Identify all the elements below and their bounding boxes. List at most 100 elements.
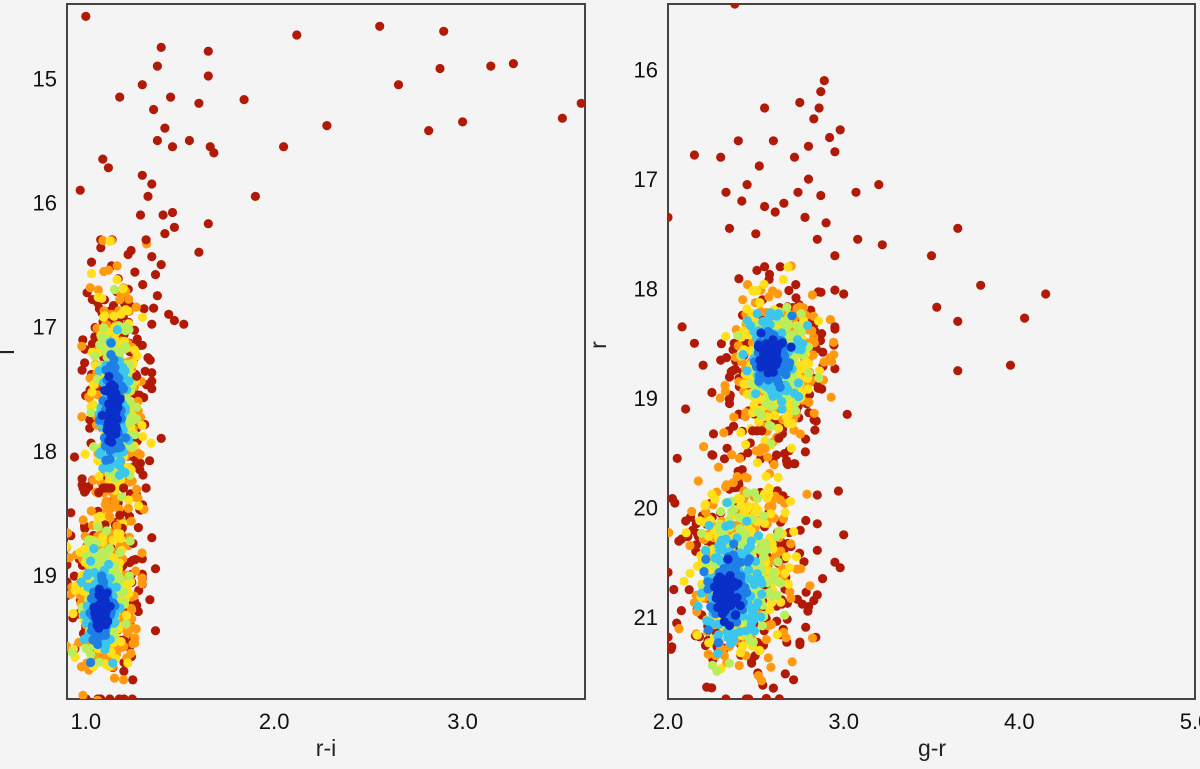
- density-point: [810, 425, 820, 435]
- scatter-point: [698, 360, 708, 370]
- x-tick-label: 3.0: [828, 709, 859, 734]
- density-point: [757, 410, 767, 420]
- density-point: [699, 442, 709, 452]
- density-point: [137, 312, 148, 322]
- density-point: [668, 494, 677, 504]
- density-point: [121, 619, 131, 629]
- density-point: [791, 280, 801, 290]
- scatter-point: [795, 97, 805, 108]
- density-point: [742, 488, 752, 498]
- density-point: [804, 397, 814, 407]
- density-point: [693, 601, 703, 611]
- scatter-point: [194, 98, 204, 108]
- density-point: [118, 675, 129, 685]
- scatter-point: [152, 61, 162, 71]
- density-point: [106, 338, 116, 348]
- density-point: [774, 526, 784, 536]
- density-point: [734, 453, 745, 463]
- density-point: [94, 471, 104, 481]
- scatter-point: [953, 223, 963, 233]
- density-point: [696, 528, 707, 539]
- scatter-point: [143, 353, 153, 363]
- scatter-point: [768, 683, 779, 693]
- density-point: [761, 471, 771, 481]
- density-point: [115, 533, 126, 544]
- density-point: [798, 339, 808, 349]
- density-point: [787, 657, 797, 667]
- density-point: [99, 266, 109, 277]
- density-point: [725, 591, 735, 602]
- scatter-point: [137, 170, 147, 180]
- density-point: [742, 516, 752, 526]
- density-point: [796, 309, 806, 319]
- density-point: [116, 637, 126, 647]
- density-point: [755, 355, 765, 365]
- density-point: [86, 506, 96, 516]
- density-point: [763, 368, 773, 378]
- density-point: [93, 522, 103, 532]
- density-point: [105, 387, 115, 397]
- density-point: [764, 420, 775, 430]
- scatter-point: [203, 46, 213, 56]
- points-left: [67, 11, 585, 699]
- density-point: [668, 632, 673, 642]
- density-point: [737, 644, 747, 655]
- density-point: [86, 268, 97, 279]
- scatter-point: [842, 409, 852, 419]
- density-point: [81, 485, 91, 495]
- density-point: [758, 317, 768, 327]
- density-point: [787, 443, 797, 453]
- density-point: [108, 658, 118, 668]
- density-point: [735, 627, 745, 637]
- density-point: [774, 433, 784, 443]
- density-point: [800, 447, 811, 457]
- density-point: [131, 566, 141, 576]
- scatter-point: [809, 114, 819, 124]
- scatter-point: [724, 398, 735, 409]
- density-point: [790, 406, 801, 416]
- density-point: [799, 557, 809, 567]
- density-point: [121, 433, 131, 443]
- scatter-point: [819, 76, 829, 86]
- density-point: [126, 648, 136, 659]
- density-point: [130, 554, 140, 565]
- density-point: [124, 495, 134, 505]
- density-point: [70, 585, 80, 596]
- scatter-point: [184, 135, 194, 146]
- x-axis-label-left: r-i: [316, 735, 336, 761]
- density-point: [128, 639, 138, 649]
- density-point: [781, 456, 792, 466]
- density-point: [110, 396, 120, 406]
- scatter-point: [393, 80, 404, 90]
- density-point: [797, 599, 807, 609]
- density-point: [125, 418, 135, 428]
- density-point: [112, 275, 122, 285]
- density-point: [757, 621, 767, 631]
- scatter-point: [147, 179, 157, 189]
- density-point: [812, 545, 822, 555]
- density-point: [713, 638, 724, 648]
- scatter-point: [853, 234, 863, 244]
- density-point: [111, 582, 121, 592]
- scatter-point: [149, 104, 159, 115]
- scatter-point: [239, 95, 249, 105]
- density-point: [97, 293, 107, 303]
- density-point: [104, 559, 114, 570]
- density-point: [97, 600, 107, 610]
- density-point: [124, 325, 134, 335]
- scatter-point: [169, 315, 179, 326]
- density-point: [807, 633, 818, 643]
- density-point: [784, 563, 795, 573]
- density-point: [117, 381, 127, 391]
- density-point: [106, 350, 116, 360]
- scatter-point: [86, 257, 97, 267]
- density-point: [668, 644, 676, 654]
- density-point: [708, 429, 719, 439]
- density-point: [692, 630, 703, 640]
- x-tick-label: 5.0: [1180, 709, 1200, 734]
- density-point: [76, 577, 87, 587]
- density-point: [681, 528, 691, 538]
- density-point: [132, 402, 142, 412]
- density-point: [109, 311, 119, 321]
- density-point: [124, 571, 134, 581]
